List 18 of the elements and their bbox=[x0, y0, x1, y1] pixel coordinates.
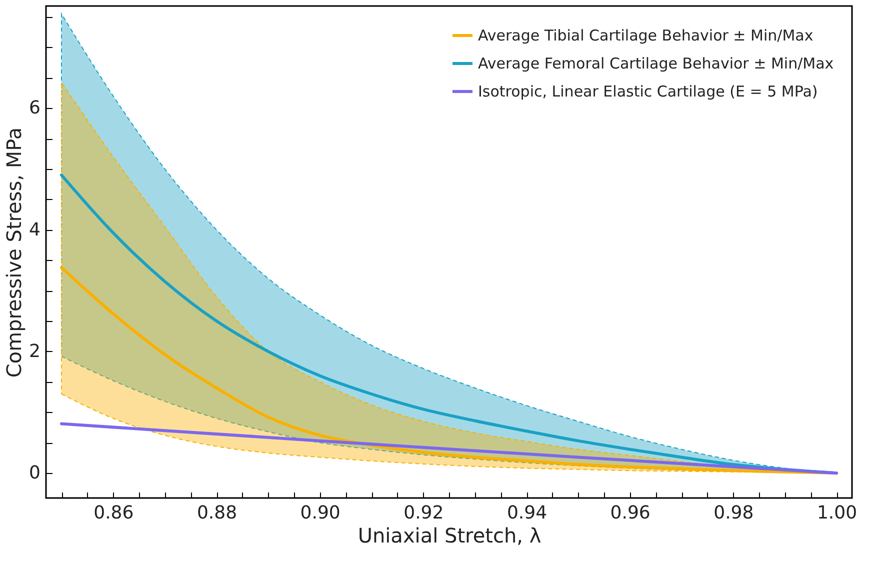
x-tick-label: 0.86 bbox=[94, 502, 134, 524]
legend-label: Average Femoral Cartilage Behavior ± Min/Max bbox=[478, 54, 834, 72]
legend-label: Isotropic, Linear Elastic Cartilage (E = 5 MPa) bbox=[478, 82, 818, 100]
legend-label: Average Tibial Cartilage Behavior ± Min/Max bbox=[478, 26, 814, 44]
y-tick-label: 4 bbox=[29, 219, 40, 240]
x-tick-label: 0.98 bbox=[714, 502, 754, 524]
y-tick-label: 0 bbox=[29, 462, 40, 484]
x-axis-title: Uniaxial Stretch, λ bbox=[358, 524, 542, 548]
x-tick-label: 0.94 bbox=[506, 502, 548, 524]
x-tick-label: 0.92 bbox=[404, 502, 444, 524]
y-tick-label: 6 bbox=[29, 98, 40, 119]
x-tick-label: 0.88 bbox=[196, 502, 238, 524]
x-tick-label: 1.00 bbox=[816, 502, 858, 524]
y-axis-title: Compressive Stress, MPa bbox=[2, 127, 26, 378]
y-tick-label: 2 bbox=[29, 340, 40, 362]
x-tick-label: 0.96 bbox=[610, 502, 650, 524]
line-series bbox=[60, 422, 838, 475]
x-tick-label: 0.90 bbox=[300, 502, 340, 524]
